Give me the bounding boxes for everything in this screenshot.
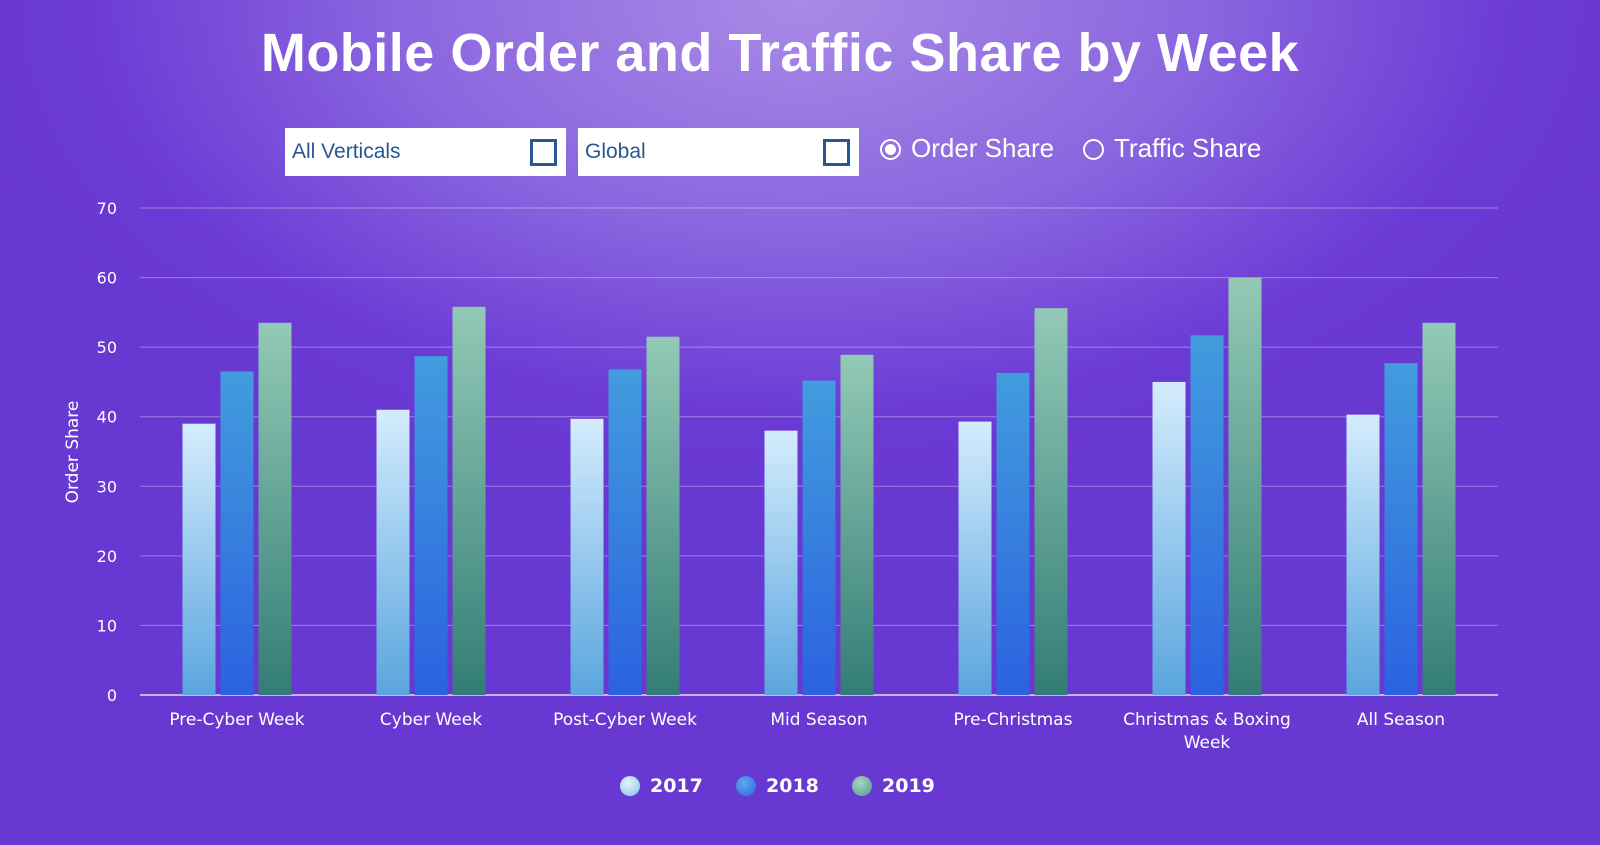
legend-item-2017[interactable]: 2017 <box>620 775 710 799</box>
bar-2019 <box>1034 308 1068 695</box>
bar-2019 <box>1228 277 1262 695</box>
x-tick-label: Pre-Cyber Week <box>169 710 304 730</box>
bar-2019 <box>1422 322 1456 695</box>
bar-2017 <box>1152 381 1186 695</box>
radio-order-share[interactable]: Order Share <box>880 133 1060 167</box>
bar-2017 <box>1346 414 1380 695</box>
x-tick-label: Cyber Week <box>380 710 482 730</box>
radio-selected-icon <box>880 139 901 160</box>
bar-2017 <box>570 418 604 695</box>
y-tick-label: 30 <box>97 477 117 496</box>
legend-swatch-2019 <box>852 776 872 796</box>
legend-item-2018[interactable]: 2018 <box>736 775 826 799</box>
legend-swatch-2017 <box>620 776 640 796</box>
y-tick-label: 40 <box>97 408 117 427</box>
legend-label-2018: 2018 <box>766 775 819 797</box>
x-tick-label: Mid Season <box>770 710 867 730</box>
y-tick-label: 50 <box>97 338 117 357</box>
verticals-select[interactable]: All Verticals <box>285 128 566 176</box>
radio-dot-icon <box>885 144 896 155</box>
bar-2019 <box>646 336 680 695</box>
bar-2018 <box>608 369 642 695</box>
checkbox-icon <box>823 139 850 166</box>
y-tick-label: 20 <box>97 547 117 566</box>
bar-2017 <box>958 421 992 695</box>
y-tick-label: 70 <box>97 199 117 218</box>
bar-2017 <box>376 409 410 695</box>
checkbox-icon <box>530 139 557 166</box>
region-select-value: Global <box>585 140 646 163</box>
x-tick-label: Pre-Christmas <box>954 710 1073 730</box>
y-tick-label: 60 <box>97 269 117 288</box>
bar-2019 <box>452 306 486 695</box>
bar-2018 <box>414 356 448 695</box>
x-tick-label: Week <box>1184 733 1231 753</box>
radio-traffic-share-label: Traffic Share <box>1114 133 1262 163</box>
bar-2017 <box>764 430 798 695</box>
bar-2018 <box>996 372 1030 695</box>
y-axis-label: Order Share <box>63 401 83 504</box>
legend-label-2017: 2017 <box>650 775 703 797</box>
bar-2019 <box>840 354 874 695</box>
bar-2017 <box>182 423 216 695</box>
bar-2018 <box>220 371 254 695</box>
legend-item-2019[interactable]: 2019 <box>852 775 942 799</box>
bar-2019 <box>258 322 292 695</box>
y-tick-label: 0 <box>107 686 117 705</box>
verticals-select-value: All Verticals <box>292 140 401 163</box>
bar-2018 <box>802 380 836 695</box>
legend-label-2019: 2019 <box>882 775 935 797</box>
radio-unselected-icon <box>1083 139 1104 160</box>
bar-2018 <box>1384 363 1418 695</box>
chart-title: Mobile Order and Traffic Share by Week <box>260 23 1300 83</box>
y-tick-label: 10 <box>97 616 117 635</box>
x-tick-label: Christmas & Boxing <box>1123 710 1291 730</box>
x-tick-label: All Season <box>1357 710 1445 730</box>
bar-2018 <box>1190 335 1224 695</box>
radio-order-share-label: Order Share <box>911 133 1055 163</box>
legend-swatch-2018 <box>736 776 756 796</box>
radio-traffic-share[interactable]: Traffic Share <box>1083 133 1263 167</box>
x-tick-label: Post-Cyber Week <box>553 710 697 730</box>
region-select[interactable]: Global <box>578 128 859 176</box>
